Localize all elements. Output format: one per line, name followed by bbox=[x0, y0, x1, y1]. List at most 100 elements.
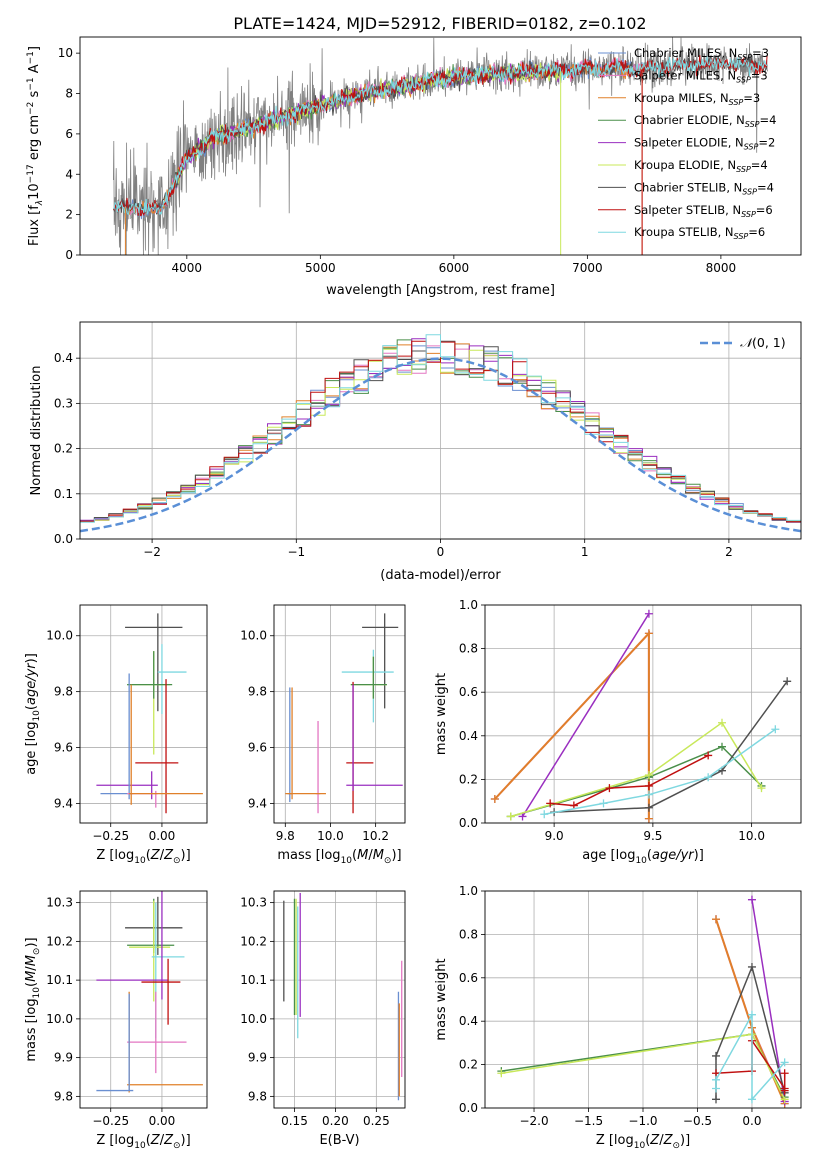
y-tick-label: 10.0 bbox=[240, 1012, 267, 1026]
residuals-data bbox=[80, 334, 801, 533]
x-tick-label: 4000 bbox=[172, 261, 203, 275]
label-part: M bbox=[373, 848, 384, 863]
y-tick-label: 1.0 bbox=[459, 598, 478, 612]
age-weight-grid bbox=[485, 604, 801, 824]
weight-line-chabrier_elodie bbox=[510, 745, 763, 818]
x-tick-label: −0.25 bbox=[92, 1114, 129, 1128]
label-part: =3 bbox=[752, 46, 769, 60]
weight-marker-chabrier_stelib bbox=[712, 1095, 721, 1104]
y-tick-label: 9.9 bbox=[54, 1051, 73, 1065]
label-part: / bbox=[160, 1133, 165, 1148]
y-tick-label: 9.6 bbox=[54, 741, 73, 755]
y-axis-label: Normed distribution bbox=[29, 366, 44, 496]
y-tick-label: 0.3 bbox=[54, 396, 73, 410]
legend-label-chabrier_elodie: Chabrier ELODIE, NSSP=4 bbox=[634, 113, 776, 129]
label-part: 10 bbox=[634, 1141, 646, 1151]
mass-age-grid bbox=[274, 605, 405, 823]
ebv-mass-grid bbox=[274, 891, 405, 1108]
y-tick-label: 9.9 bbox=[248, 1051, 267, 1065]
label-part: M bbox=[24, 971, 39, 982]
weight-marker-chabrier_stelib bbox=[712, 1051, 721, 1060]
z-weight-axes: −2.0 −1.5 −1.0 −0.5 0.0 0.0 0.2 0.4 0.6 0.8 1.0 Z [… bbox=[434, 884, 802, 1151]
label-part: −17 bbox=[26, 164, 36, 183]
age-weight-frame bbox=[484, 604, 802, 824]
label-part: )] bbox=[694, 848, 704, 863]
label-part: Kroupa MILES, N bbox=[634, 91, 729, 105]
weight-marker-chabrier_stelib bbox=[644, 803, 653, 812]
label-part: ⊙ bbox=[173, 856, 181, 866]
label-part: Kroupa ELODIE, N bbox=[634, 158, 736, 172]
x-tick-label: 9.0 bbox=[545, 829, 564, 843]
label-part: ⊙ bbox=[173, 1141, 181, 1151]
label-part: s bbox=[27, 90, 42, 101]
x-axis-label: age [log10(age/yr)] bbox=[582, 848, 704, 866]
weight-marker-kroupa_elodie bbox=[644, 771, 653, 780]
x-tick-label: 5000 bbox=[305, 261, 336, 275]
z-weight-data bbox=[497, 895, 789, 1108]
label-part: mass [log bbox=[24, 998, 39, 1061]
weight-marker-salpeter_elodie bbox=[518, 812, 527, 821]
y-axis-label: age [log10(age/yr)] bbox=[24, 653, 42, 775]
label-part: SSP bbox=[729, 98, 744, 107]
label-part: )] bbox=[391, 848, 401, 863]
label-part: Z bbox=[663, 1133, 674, 1148]
z-weight-frame bbox=[484, 890, 802, 1109]
residual-histogram-kroupa_elodie bbox=[80, 348, 801, 522]
model-spectrum-salpeter_elodie bbox=[173, 63, 561, 189]
label-part: / bbox=[24, 966, 39, 971]
x-tick-label: 2 bbox=[725, 545, 733, 559]
weight-marker-kroupa_stelib bbox=[780, 1058, 789, 1067]
y-axis-label: Flux [fλ10−17 erg cm−2 s−1 A−1] bbox=[26, 46, 45, 246]
weight-marker-chabrier_stelib bbox=[747, 962, 756, 971]
y-tick-label: 9.8 bbox=[54, 1089, 73, 1103]
x-tick-label: 7000 bbox=[572, 261, 603, 275]
z-mass-axes: −0.25 0.009.89.910.010.110.210.3Z [log10(… bbox=[24, 890, 208, 1151]
y-tick-label: 9.6 bbox=[248, 741, 267, 755]
spectrum-panel: 4000 5000 6000 7000 8000 0 2 4 6 8 10 wavelength [A… bbox=[26, 36, 802, 298]
weight-marker-kroupa_stelib bbox=[712, 1075, 721, 1084]
weight-marker-salpeter_stelib bbox=[704, 751, 713, 760]
label-part: =6 bbox=[748, 225, 765, 239]
label-part: −1 bbox=[26, 77, 36, 90]
y-tick-label: 10.1 bbox=[240, 973, 267, 987]
ebv-mass-panel: 0.15 0.20 0.25 9.8 9.9 10.0 10.1 10.2 10.3 E(B-V) bbox=[240, 890, 406, 1148]
x-tick-label: −2 bbox=[143, 545, 161, 559]
label-part: Kroupa STELIB, N bbox=[634, 225, 734, 239]
model-spectrum-kroupa_stelib bbox=[113, 56, 768, 215]
y-axis-label: mass weight bbox=[434, 958, 449, 1040]
label-part: )] bbox=[24, 653, 39, 663]
weight-marker-kroupa_stelib bbox=[747, 1095, 756, 1104]
x-axis-label: (data-model)/error bbox=[380, 568, 501, 583]
y-tick-label: 1.0 bbox=[459, 884, 478, 898]
label-part: Chabrier MILES, N bbox=[634, 46, 737, 60]
label-part: age/yr bbox=[652, 848, 695, 863]
label-part: age [log bbox=[24, 722, 39, 775]
weight-marker-kroupa_stelib bbox=[704, 773, 713, 782]
label-part: ⊙ bbox=[32, 948, 42, 956]
x-tick-label: 1 bbox=[581, 545, 589, 559]
label-part: E(B-V) bbox=[319, 1133, 359, 1148]
z-age-panel: −0.25 0.009.49.69.810.0Z [log10(Z/Z⊙)]age… bbox=[24, 604, 208, 866]
x-tick-label: 0.00 bbox=[149, 1114, 176, 1128]
y-tick-label: 10.1 bbox=[46, 973, 73, 987]
x-axis-label: Z [log10(Z/Z⊙)] bbox=[596, 1133, 690, 1151]
label-part: ] bbox=[27, 46, 42, 51]
z-weight-grid bbox=[485, 890, 801, 1109]
weight-marker-kroupa_miles bbox=[712, 915, 721, 924]
x-tick-label: 9.5 bbox=[643, 829, 662, 843]
weight-marker-salpeter_elodie bbox=[644, 609, 653, 618]
label-part: ( bbox=[146, 848, 151, 863]
age-weight-panel: 9.0 9.5 10.0 0.0 0.2 0.4 0.6 0.8 1.0 age [log10(a… bbox=[434, 598, 802, 866]
x-tick-label: −0.25 bbox=[92, 829, 129, 843]
label-part: Z bbox=[150, 848, 161, 863]
weight-marker-salpeter_stelib bbox=[644, 781, 653, 790]
label-part: −1 bbox=[26, 51, 36, 64]
label-part: =4 bbox=[751, 158, 768, 172]
label-part: Z bbox=[649, 1133, 660, 1148]
x-tick-label: 8000 bbox=[706, 261, 737, 275]
x-tick-label: 0.0 bbox=[742, 1114, 761, 1128]
label-part: 10 bbox=[134, 856, 146, 866]
label-part: ( bbox=[24, 705, 39, 710]
y-tick-label: 10.0 bbox=[240, 629, 267, 643]
